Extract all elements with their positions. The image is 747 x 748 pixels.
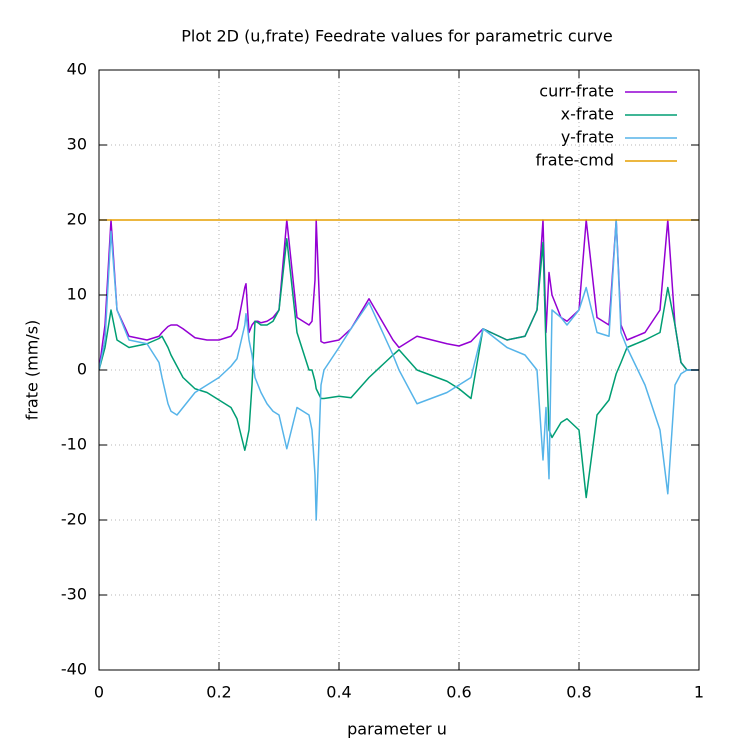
plot-area xyxy=(99,219,699,521)
series-line xyxy=(99,238,699,499)
x-axis-label: parameter u xyxy=(347,720,447,739)
x-tick-label: 0 xyxy=(94,683,104,702)
x-tick-label: 0.6 xyxy=(446,683,471,702)
y-tick-label: 10 xyxy=(67,285,87,304)
legend-label: frate-cmd xyxy=(536,151,614,170)
series-line xyxy=(99,219,699,521)
legend-label: x-frate xyxy=(561,105,614,124)
y-tick-label: -20 xyxy=(61,510,87,529)
legend-label: y-frate xyxy=(561,128,614,147)
y-tick-label: 0 xyxy=(77,360,87,379)
y-tick-label: 30 xyxy=(67,135,87,154)
x-tick-label: 0.2 xyxy=(206,683,231,702)
series-line xyxy=(99,219,699,371)
y-tick-label: -10 xyxy=(61,435,87,454)
legend-label: curr-frate xyxy=(539,82,614,101)
y-tick-label: -40 xyxy=(61,660,87,679)
chart-title: Plot 2D (u,frate) Feedrate values for pa… xyxy=(181,27,613,46)
x-tick-label: 0.8 xyxy=(566,683,591,702)
x-tick-label: 1 xyxy=(694,683,704,702)
y-tick-label: 40 xyxy=(67,60,87,79)
y-axis-label: frate (mm/s) xyxy=(23,320,42,421)
y-tick-label: 20 xyxy=(67,210,87,229)
y-tick-label: -30 xyxy=(61,585,87,604)
x-tick-label: 0.4 xyxy=(326,683,351,702)
